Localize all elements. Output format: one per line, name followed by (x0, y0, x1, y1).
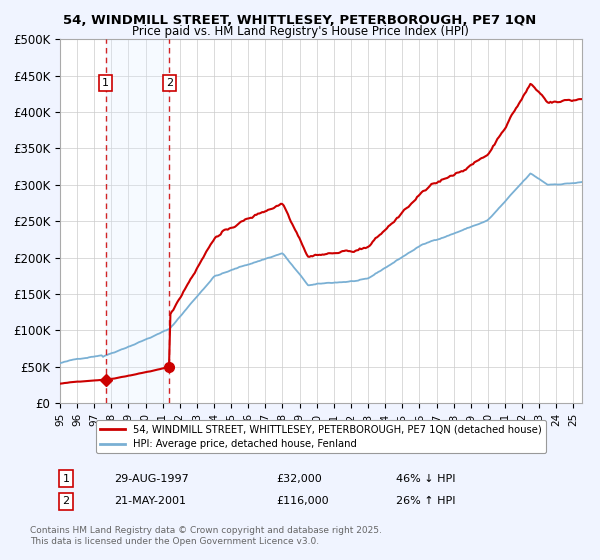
Text: 29-AUG-1997: 29-AUG-1997 (114, 474, 189, 484)
Text: 2: 2 (62, 496, 70, 506)
Text: 1: 1 (62, 474, 70, 484)
Text: Price paid vs. HM Land Registry's House Price Index (HPI): Price paid vs. HM Land Registry's House … (131, 25, 469, 38)
Text: 1: 1 (102, 78, 109, 88)
Text: £116,000: £116,000 (276, 496, 329, 506)
Legend: 54, WINDMILL STREET, WHITTLESEY, PETERBOROUGH, PE7 1QN (detached house), HPI: Av: 54, WINDMILL STREET, WHITTLESEY, PETERBO… (96, 421, 546, 453)
Text: 26% ↑ HPI: 26% ↑ HPI (396, 496, 455, 506)
Text: £32,000: £32,000 (276, 474, 322, 484)
Bar (106, 39, 169, 403)
Text: 2: 2 (166, 78, 173, 88)
Text: 54, WINDMILL STREET, WHITTLESEY, PETERBOROUGH, PE7 1QN: 54, WINDMILL STREET, WHITTLESEY, PETERBO… (64, 14, 536, 27)
Text: 21-MAY-2001: 21-MAY-2001 (114, 496, 186, 506)
Text: Contains HM Land Registry data © Crown copyright and database right 2025.
This d: Contains HM Land Registry data © Crown c… (30, 526, 382, 546)
Text: 46% ↓ HPI: 46% ↓ HPI (396, 474, 455, 484)
